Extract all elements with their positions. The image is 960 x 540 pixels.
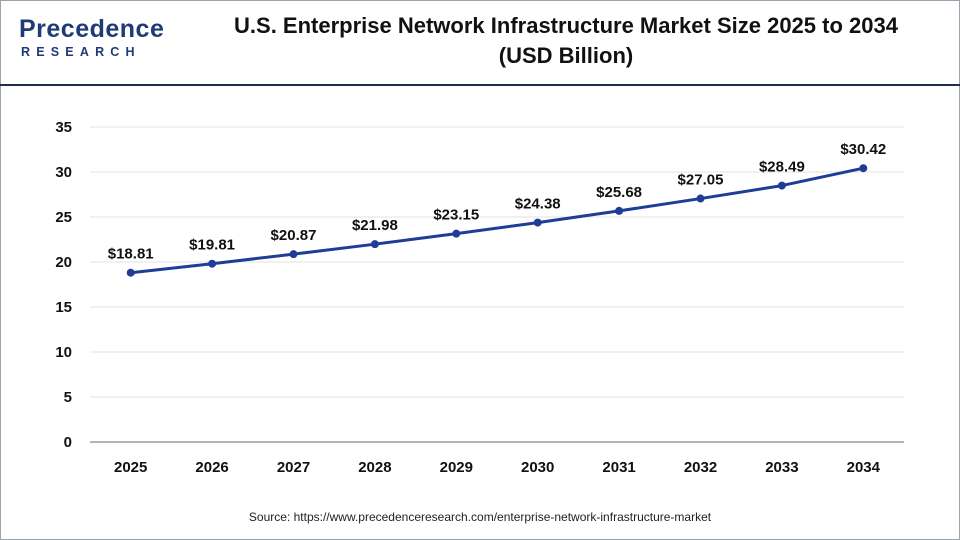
precedence-research-logo: Precedence RESEARCH	[19, 15, 169, 67]
data-point	[126, 268, 135, 277]
y-tick-label: 35	[55, 119, 72, 136]
data-label: $21.98	[352, 217, 398, 234]
data-point	[777, 181, 786, 190]
data-label: $19.81	[189, 237, 235, 254]
data-point	[696, 194, 705, 203]
data-label: $30.42	[840, 141, 886, 158]
data-point	[370, 240, 379, 249]
data-point	[533, 218, 542, 227]
x-tick-label: 2027	[277, 459, 310, 476]
chart-title: U.S. Enterprise Network Infrastructure M…	[171, 11, 960, 71]
y-tick-label: 10	[55, 344, 72, 361]
y-tick-label: 15	[55, 299, 72, 316]
y-tick-label: 25	[55, 209, 72, 226]
data-point	[859, 164, 868, 173]
data-label: $25.68	[596, 184, 642, 201]
data-point	[452, 229, 461, 238]
source-note: Source: https://www.precedenceresearch.c…	[248, 510, 712, 524]
x-tick-label: 2033	[765, 459, 798, 476]
data-label: $28.49	[759, 159, 805, 176]
x-tick-label: 2026	[195, 459, 228, 476]
data-label: $23.15	[433, 207, 479, 224]
x-tick-label: 2032	[684, 459, 717, 476]
x-tick-label: 2025	[114, 459, 147, 476]
data-label: $18.81	[108, 246, 154, 263]
data-label: $24.38	[515, 196, 561, 213]
y-tick-label: 20	[55, 254, 72, 271]
data-label: $20.87	[271, 227, 317, 244]
x-tick-label: 2031	[602, 459, 635, 476]
header: Precedence RESEARCH U.S. Enterprise Netw…	[1, 1, 959, 85]
x-tick-label: 2028	[358, 459, 391, 476]
data-point	[615, 206, 624, 215]
y-tick-label: 0	[64, 434, 72, 451]
y-tick-label: 5	[64, 389, 72, 406]
chart-title-line-1: U.S. Enterprise Network Infrastructure M…	[234, 13, 898, 38]
data-label: $27.05	[678, 172, 724, 189]
chart-title-line-2: (USD Billion)	[498, 43, 634, 68]
data-point	[208, 259, 217, 268]
y-tick-label: 30	[55, 164, 72, 181]
x-tick-label: 2030	[521, 459, 554, 476]
logo-wordmark: Precedence	[19, 15, 165, 43]
logo-subtitle: RESEARCH	[21, 45, 141, 59]
x-tick-label: 2034	[847, 459, 881, 476]
series-line	[129, 166, 865, 275]
header-divider	[0, 84, 960, 86]
x-tick-label: 2029	[440, 459, 473, 476]
data-point	[289, 250, 298, 259]
